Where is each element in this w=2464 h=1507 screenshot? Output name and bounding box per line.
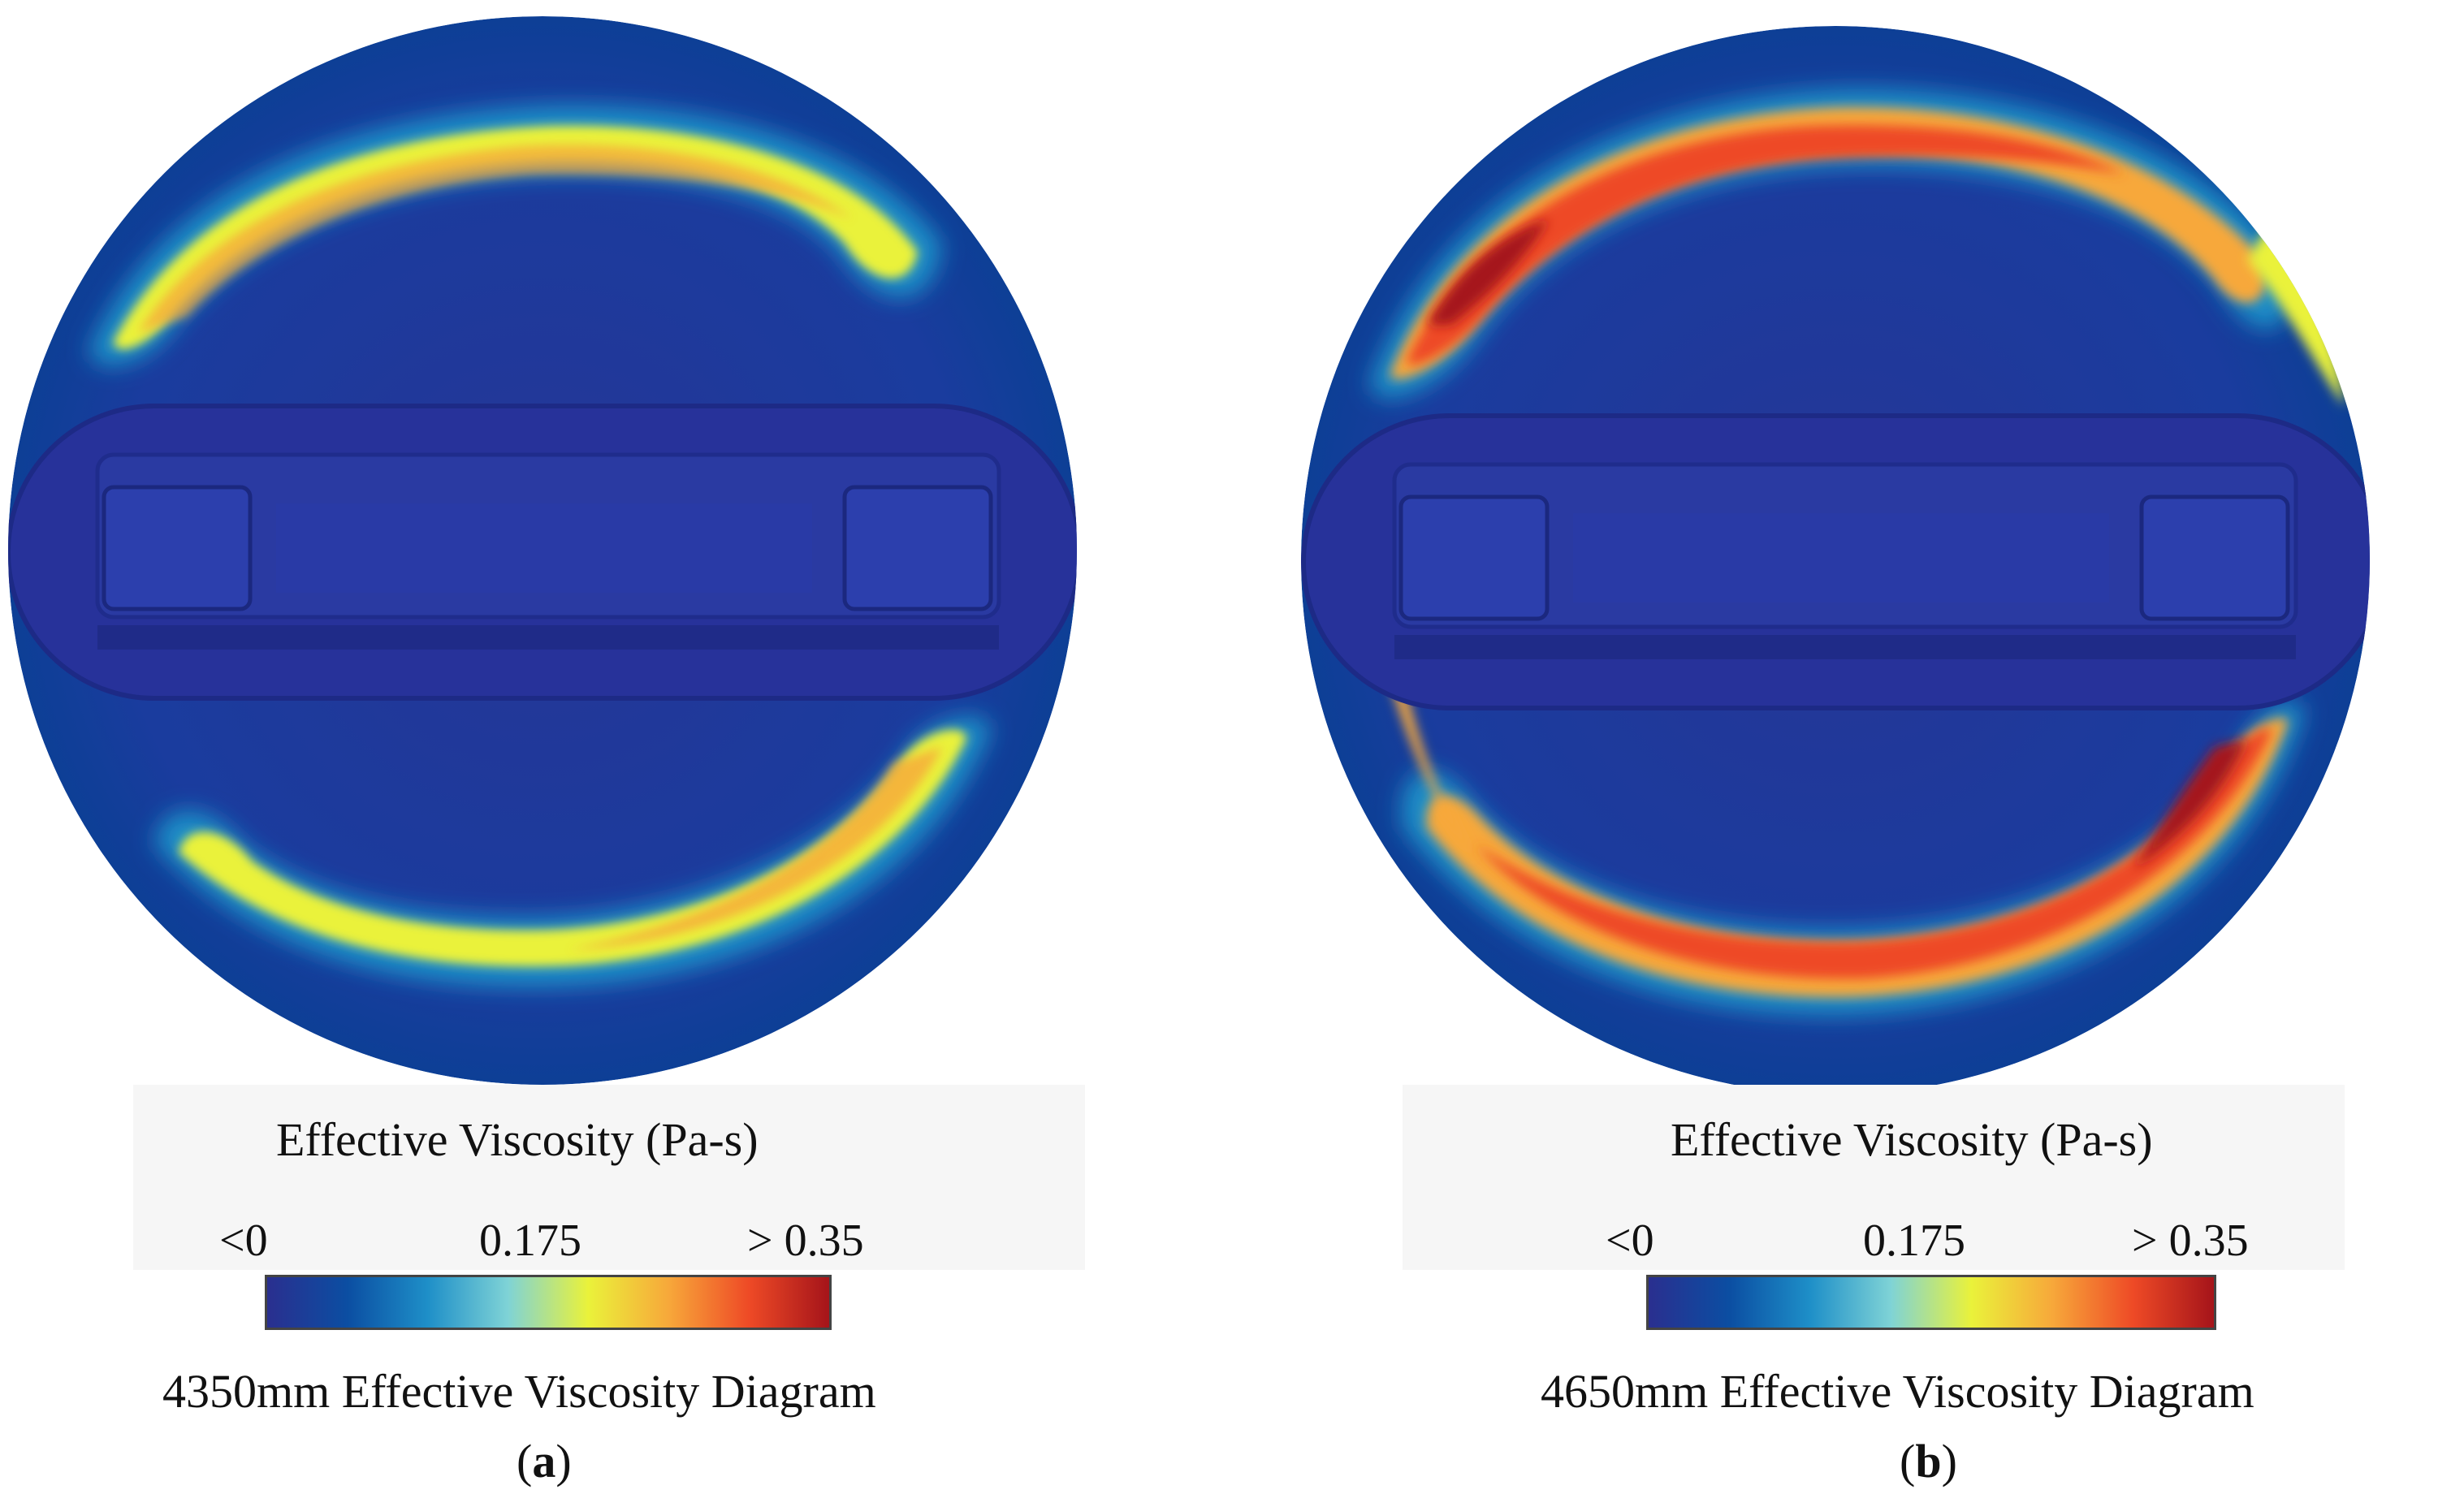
- panel-a: Effective Viscosity (Pa-s) <0 0.175 > 0.…: [8, 16, 1085, 1488]
- figure-caption: 4350mm Effective Viscosity Diagram: [162, 1365, 876, 1418]
- subfigure-label: (b): [1900, 1435, 1957, 1488]
- top-viscosity-band: [1370, 89, 2345, 406]
- tick-max: > 0.35: [747, 1216, 864, 1266]
- legend-title: Effective Viscosity (Pa-s): [276, 1113, 759, 1166]
- legend-title: Effective Viscosity (Pa-s): [1671, 1113, 2153, 1166]
- tick-min: <0: [219, 1216, 268, 1266]
- viscosity-contour-plot-b: [1301, 26, 2370, 1088]
- subfigure-label: (a): [517, 1435, 572, 1488]
- central-body-shape: [1301, 413, 2370, 710]
- tick-max: > 0.35: [2132, 1216, 2249, 1266]
- tick-mid: 0.175: [1863, 1216, 1965, 1266]
- panel-b: Effective Viscosity (Pa-s) <0 0.175 > 0.…: [1232, 0, 2464, 1507]
- left-block: [1398, 494, 1550, 621]
- left-block: [102, 485, 253, 611]
- central-body-shape: [8, 404, 1077, 701]
- colorbar: [1646, 1275, 2216, 1330]
- tick-min: <0: [1606, 1216, 1654, 1266]
- viscosity-contour-plot-a: [8, 16, 1077, 1085]
- colorbar: [265, 1275, 832, 1330]
- tick-mid: 0.175: [479, 1216, 581, 1266]
- right-block: [842, 485, 993, 611]
- bottom-viscosity-band: [154, 716, 991, 987]
- figure-caption: 4650mm Effective Viscosity Diagram: [1541, 1365, 2254, 1418]
- top-viscosity-band: [89, 105, 942, 366]
- right-block: [2139, 494, 2290, 621]
- legend-background: [133, 1085, 1085, 1270]
- legend-background: [1403, 1085, 2345, 1270]
